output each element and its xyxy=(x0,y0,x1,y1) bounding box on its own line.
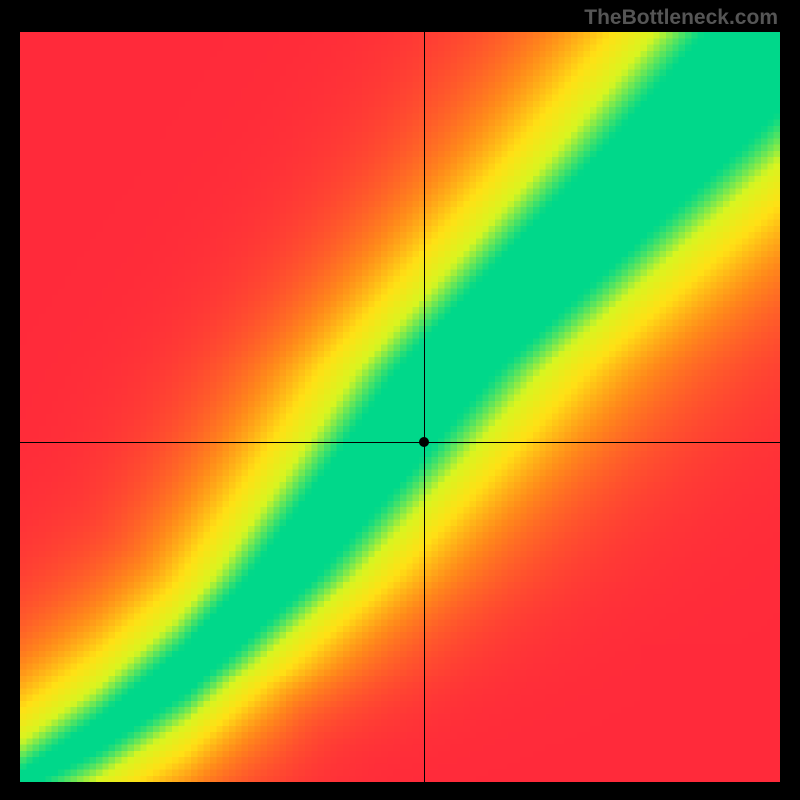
watermark-text: TheBottleneck.com xyxy=(584,6,778,30)
crosshair-vertical xyxy=(424,32,425,782)
data-point-marker xyxy=(419,437,429,447)
heatmap-plot xyxy=(20,32,780,782)
heatmap-canvas xyxy=(20,32,780,782)
crosshair-horizontal xyxy=(20,442,780,443)
